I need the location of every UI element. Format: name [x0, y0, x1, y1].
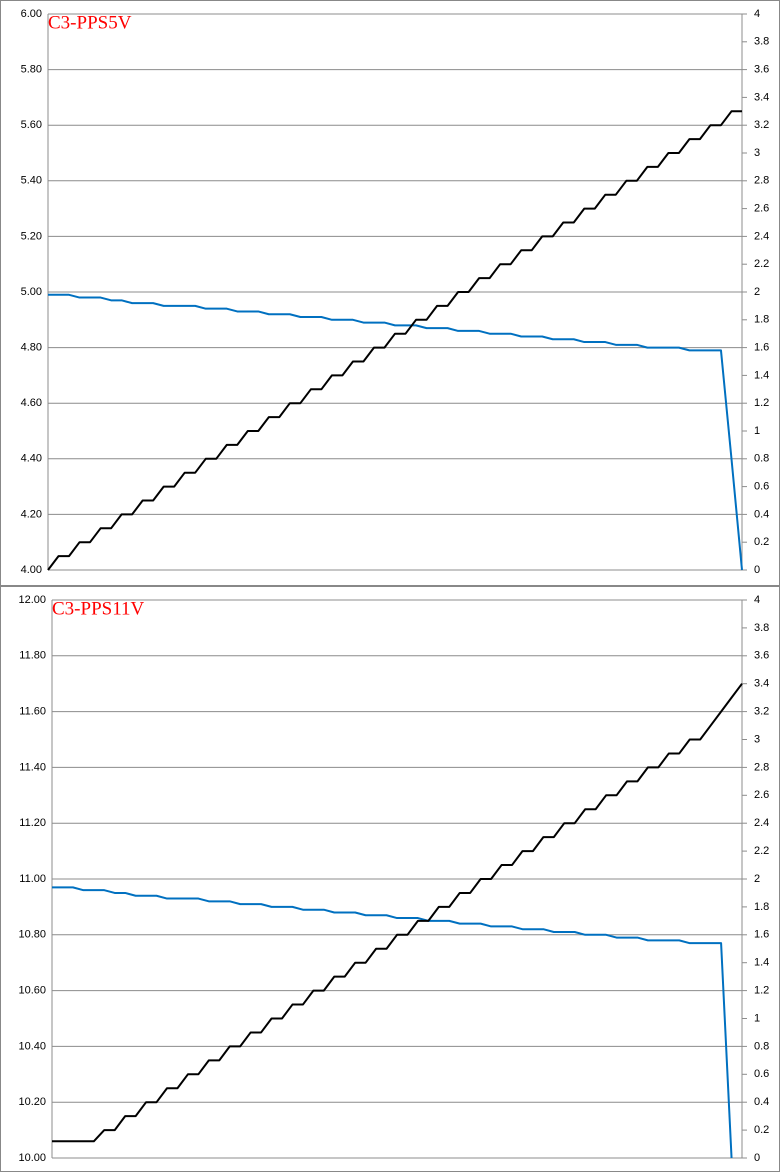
y-tick-label: 6.00 — [21, 8, 42, 20]
y-tick-label: 11.40 — [19, 761, 46, 773]
data-line — [52, 886, 733, 1159]
y2-tick-label: 0.6 — [754, 481, 769, 493]
y2-tick-label: 3.6 — [754, 64, 769, 76]
y-tick-label: 10.80 — [18, 929, 46, 941]
y2-tick-label: 4 — [754, 594, 760, 606]
y-tick-label: 10.20 — [18, 1096, 46, 1108]
y2-tick-label: 2.4 — [754, 230, 769, 242]
y2-tick-label: 2 — [754, 873, 760, 885]
y2-tick-label: 2.8 — [754, 175, 769, 187]
chart: 4.00 4.20 4.40 4.60 4.80 5.00 5.20 5.40 5.60 5.80… — [0, 0, 780, 586]
y2-tick-label: 0.2 — [754, 1124, 769, 1136]
y-tick-label: 5.00 — [21, 286, 42, 298]
y-tick-label: 10.60 — [18, 985, 46, 997]
y2-tick-label: 1.2 — [754, 985, 769, 997]
y2-tick-label: 0.6 — [754, 1068, 769, 1080]
data-line — [48, 293, 743, 571]
y2-tick-label: 1 — [754, 1012, 760, 1024]
y2-tick-label: 0.2 — [754, 536, 769, 548]
y2-tick-label: 3.8 — [754, 36, 769, 48]
chart-border — [0, 0, 780, 586]
y2-tick-label: 0.4 — [754, 508, 769, 520]
y-tick-label: 4.40 — [21, 453, 42, 465]
y-tick-label: 10.40 — [18, 1040, 46, 1052]
y2-tick-label: 3.2 — [754, 706, 769, 718]
y2-tick-label: 2.8 — [754, 761, 769, 773]
y2-tick-label: 2.2 — [754, 845, 769, 857]
y2-tick-label: 0.4 — [754, 1096, 769, 1108]
y2-tick-label: 0.8 — [754, 453, 769, 465]
data-line — [47, 110, 742, 571]
y-tick-label: 5.20 — [21, 230, 42, 242]
y2-tick-label: 1.2 — [754, 397, 769, 409]
y2-tick-label: 3.2 — [754, 119, 769, 131]
y-tick-label: 4.20 — [21, 508, 42, 520]
y2-tick-label: 3.8 — [754, 622, 769, 634]
y-tick-label: 11.80 — [19, 650, 46, 662]
y2-tick-label: 1.8 — [754, 314, 769, 326]
y2-tick-label: 0 — [754, 564, 760, 576]
y2-tick-label: 3.6 — [754, 650, 769, 662]
y-tick-label: 4.00 — [21, 564, 42, 576]
y-tick-label: 12.00 — [18, 594, 46, 606]
y2-tick-label: 1 — [754, 425, 760, 437]
y2-tick-label: 1.4 — [754, 369, 769, 381]
y2-tick-label: 2.6 — [754, 789, 769, 801]
y2-tick-label: 3.4 — [754, 91, 769, 103]
y2-tick-label: 2.4 — [754, 817, 769, 829]
y-tick-label: 11.20 — [19, 817, 46, 829]
y-tick-label: 5.80 — [21, 64, 42, 76]
y-tick-label: 4.60 — [21, 397, 42, 409]
y2-tick-label: 2.6 — [754, 203, 769, 215]
y-tick-label: 5.60 — [21, 119, 42, 131]
y2-tick-label: 3.4 — [754, 678, 769, 690]
data-line — [52, 683, 743, 1143]
y2-tick-label: 2 — [754, 286, 760, 298]
chart: 10.0010.2010.4010.6010.8011.0011.2011.40… — [0, 586, 780, 1172]
y-tick-label: 4.80 — [21, 342, 42, 354]
y2-tick-label: 1.8 — [754, 901, 769, 913]
y2-tick-label: 0 — [754, 1152, 760, 1164]
y2-tick-label: 1.6 — [754, 342, 769, 354]
y2-tick-label: 1.4 — [754, 957, 769, 969]
chart-title: C3-PPS5V — [48, 12, 132, 33]
y2-tick-label: 3 — [754, 733, 760, 745]
y2-tick-label: 0.8 — [754, 1040, 769, 1052]
y-tick-label: 11.00 — [19, 873, 46, 885]
y2-tick-label: 4 — [754, 8, 760, 20]
y2-tick-label: 1.6 — [754, 929, 769, 941]
y-tick-label: 10.00 — [18, 1152, 46, 1164]
y-tick-label: 5.40 — [21, 175, 42, 187]
chart-title: C3-PPS11V — [52, 598, 144, 619]
y2-tick-label: 3 — [754, 147, 760, 159]
y2-tick-label: 2.2 — [754, 258, 769, 270]
y-tick-label: 11.60 — [19, 706, 46, 718]
